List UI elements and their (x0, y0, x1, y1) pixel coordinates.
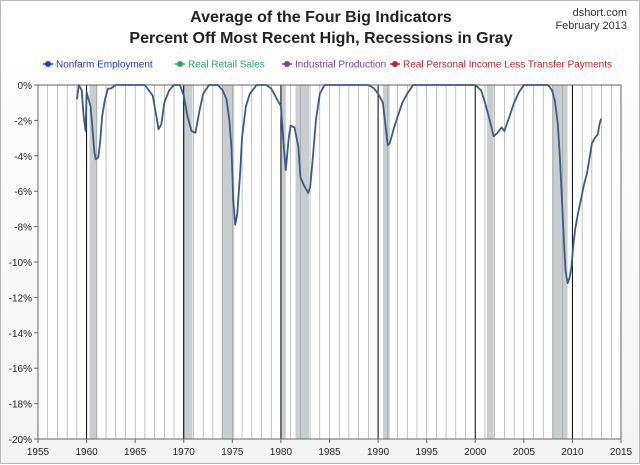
x-tick-label: 2010 (561, 447, 584, 458)
x-tick-label: 1995 (416, 447, 439, 458)
x-tick-label: 1970 (173, 447, 196, 458)
x-tick-label: 1955 (27, 447, 50, 458)
recession-band (221, 85, 235, 439)
legend-label: Industrial Production (295, 60, 386, 71)
x-tick-label: 1980 (270, 447, 293, 458)
y-tick-label: -20% (9, 435, 32, 446)
chart-subtitle: Percent Off Most Recent High, Recessions… (129, 30, 513, 47)
y-tick-label: -6% (14, 187, 32, 198)
legend-marker (284, 61, 290, 67)
recession-band (552, 85, 568, 439)
y-tick-label: -16% (9, 364, 32, 375)
average-indicator-line (76, 84, 602, 285)
chart-title: Average of the Four Big Indicators (190, 9, 452, 26)
y-tick-label: -12% (9, 293, 32, 304)
recession-band (486, 85, 494, 439)
x-tick-label: 1990 (367, 447, 390, 458)
recession-band (182, 85, 193, 439)
x-tick-label: 1960 (75, 447, 98, 458)
legend-label: Nonfarm Employment (56, 60, 153, 71)
recession-band (280, 85, 286, 439)
y-tick-label: -8% (14, 223, 32, 234)
recession-band (295, 85, 310, 439)
y-tick-label: -4% (14, 152, 32, 163)
x-tick-label: 1975 (221, 447, 244, 458)
legend-marker (177, 61, 183, 67)
y-tick-label: -14% (9, 329, 32, 340)
y-tick-label: -2% (14, 116, 32, 127)
x-tick-label: 2015 (610, 447, 633, 458)
y-tick-label: -18% (9, 400, 32, 411)
y-tick-label: -10% (9, 258, 32, 269)
date-label: February 2013 (555, 20, 627, 32)
source-label: dshort.com (572, 7, 627, 19)
y-tick-label: 0% (18, 81, 33, 92)
x-tick-label: 2005 (513, 447, 536, 458)
recession-band (89, 85, 98, 439)
legend-label: Real Personal Income Less Transfer Payme… (403, 60, 612, 71)
x-tick-label: 1965 (124, 447, 147, 458)
x-tick-label: 1985 (318, 447, 341, 458)
legend-marker (45, 61, 51, 67)
legend-marker (392, 61, 398, 67)
x-tick-label: 2000 (464, 447, 487, 458)
recession-band (382, 85, 390, 439)
legend-label: Real Retail Sales (188, 60, 265, 71)
